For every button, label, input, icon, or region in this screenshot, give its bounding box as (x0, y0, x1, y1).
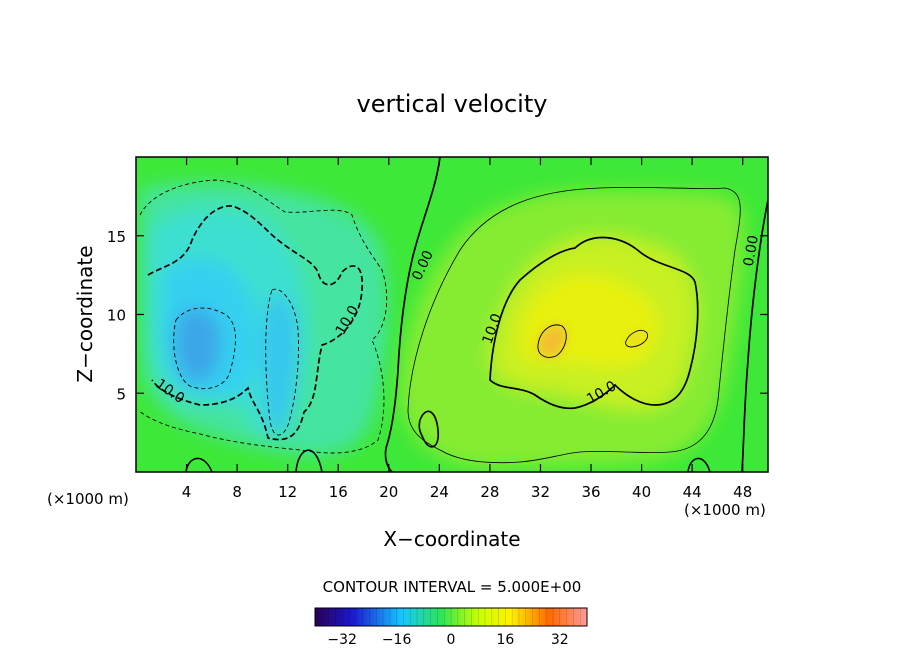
y-tick-label: 5 (116, 385, 126, 403)
contour-neg15-core (173, 307, 236, 390)
updraft-secondary-core-region (628, 331, 647, 346)
x-tick-label: 12 (278, 483, 297, 501)
contour-neg5-outer (137, 179, 388, 454)
colorbar-ramp (315, 608, 587, 626)
colorbar-tick-label: −16 (382, 632, 412, 648)
contour-10-updraft (489, 236, 699, 410)
x-axis-label: X−coordinate (383, 527, 520, 551)
x-tick-label: 8 (232, 483, 242, 501)
contour-15-core (537, 324, 567, 358)
downdraft-core-region (174, 308, 221, 383)
x-tick-label: 4 (182, 483, 192, 501)
colorbar-tick-label: 0 (447, 632, 456, 648)
contour-small-loop-left (418, 410, 440, 448)
colorbar-frame (314, 607, 588, 627)
contour-neg10 (147, 205, 363, 441)
x-tick-label: 24 (430, 483, 449, 501)
updraft-core-region (537, 324, 567, 358)
x-tick-label: 48 (733, 483, 752, 501)
x-tick-label: 20 (379, 483, 398, 501)
contour-zero-right-boundary (741, 199, 768, 472)
colorbar-tick-label: −32 (327, 632, 357, 648)
y-tick-label: 15 (107, 228, 126, 246)
colorbar: −32 −16 0 16 32 (314, 607, 588, 648)
contour-interval-text: CONTOUR INTERVAL = 5.000E+00 (323, 578, 582, 596)
contour-bottom-bump-3 (687, 457, 711, 472)
x-unit-label-right: (×1000 m) (684, 501, 766, 519)
contour-zero-left-boundary (384, 157, 441, 472)
y-tick-label: 10 (107, 307, 126, 325)
downdraft-tail-region (262, 296, 298, 435)
x-tick-label: 28 (480, 483, 499, 501)
x-tick-label: 44 (683, 483, 702, 501)
x-tick-label: 36 (581, 483, 600, 501)
y-axis-label: Z−coordinate (73, 245, 97, 382)
x-unit-label-left: (×1000 m) (47, 490, 129, 508)
colorbar-segments (321, 608, 581, 626)
colorbar-tick-label: 16 (496, 632, 514, 648)
contour-5-updraft (407, 187, 741, 464)
x-axis-ticks: 4 8 12 16 20 24 28 32 36 40 44 48 (182, 157, 752, 501)
colorbar-tick-label: 32 (551, 632, 569, 648)
x-tick-label: 40 (632, 483, 651, 501)
contour-neg15-tail (265, 288, 299, 436)
contour-label: 0.00 (741, 234, 762, 267)
contour-bottom-bump-2 (295, 449, 323, 472)
y-axis-ticks: 5 10 15 (107, 228, 768, 403)
x-tick-label: 16 (329, 483, 348, 501)
x-tick-label: 32 (531, 483, 550, 501)
colorbar-ticks: −32 −16 0 16 32 (327, 632, 568, 648)
contour-15-secondary (625, 330, 648, 348)
chart-title: vertical velocity (357, 90, 548, 118)
